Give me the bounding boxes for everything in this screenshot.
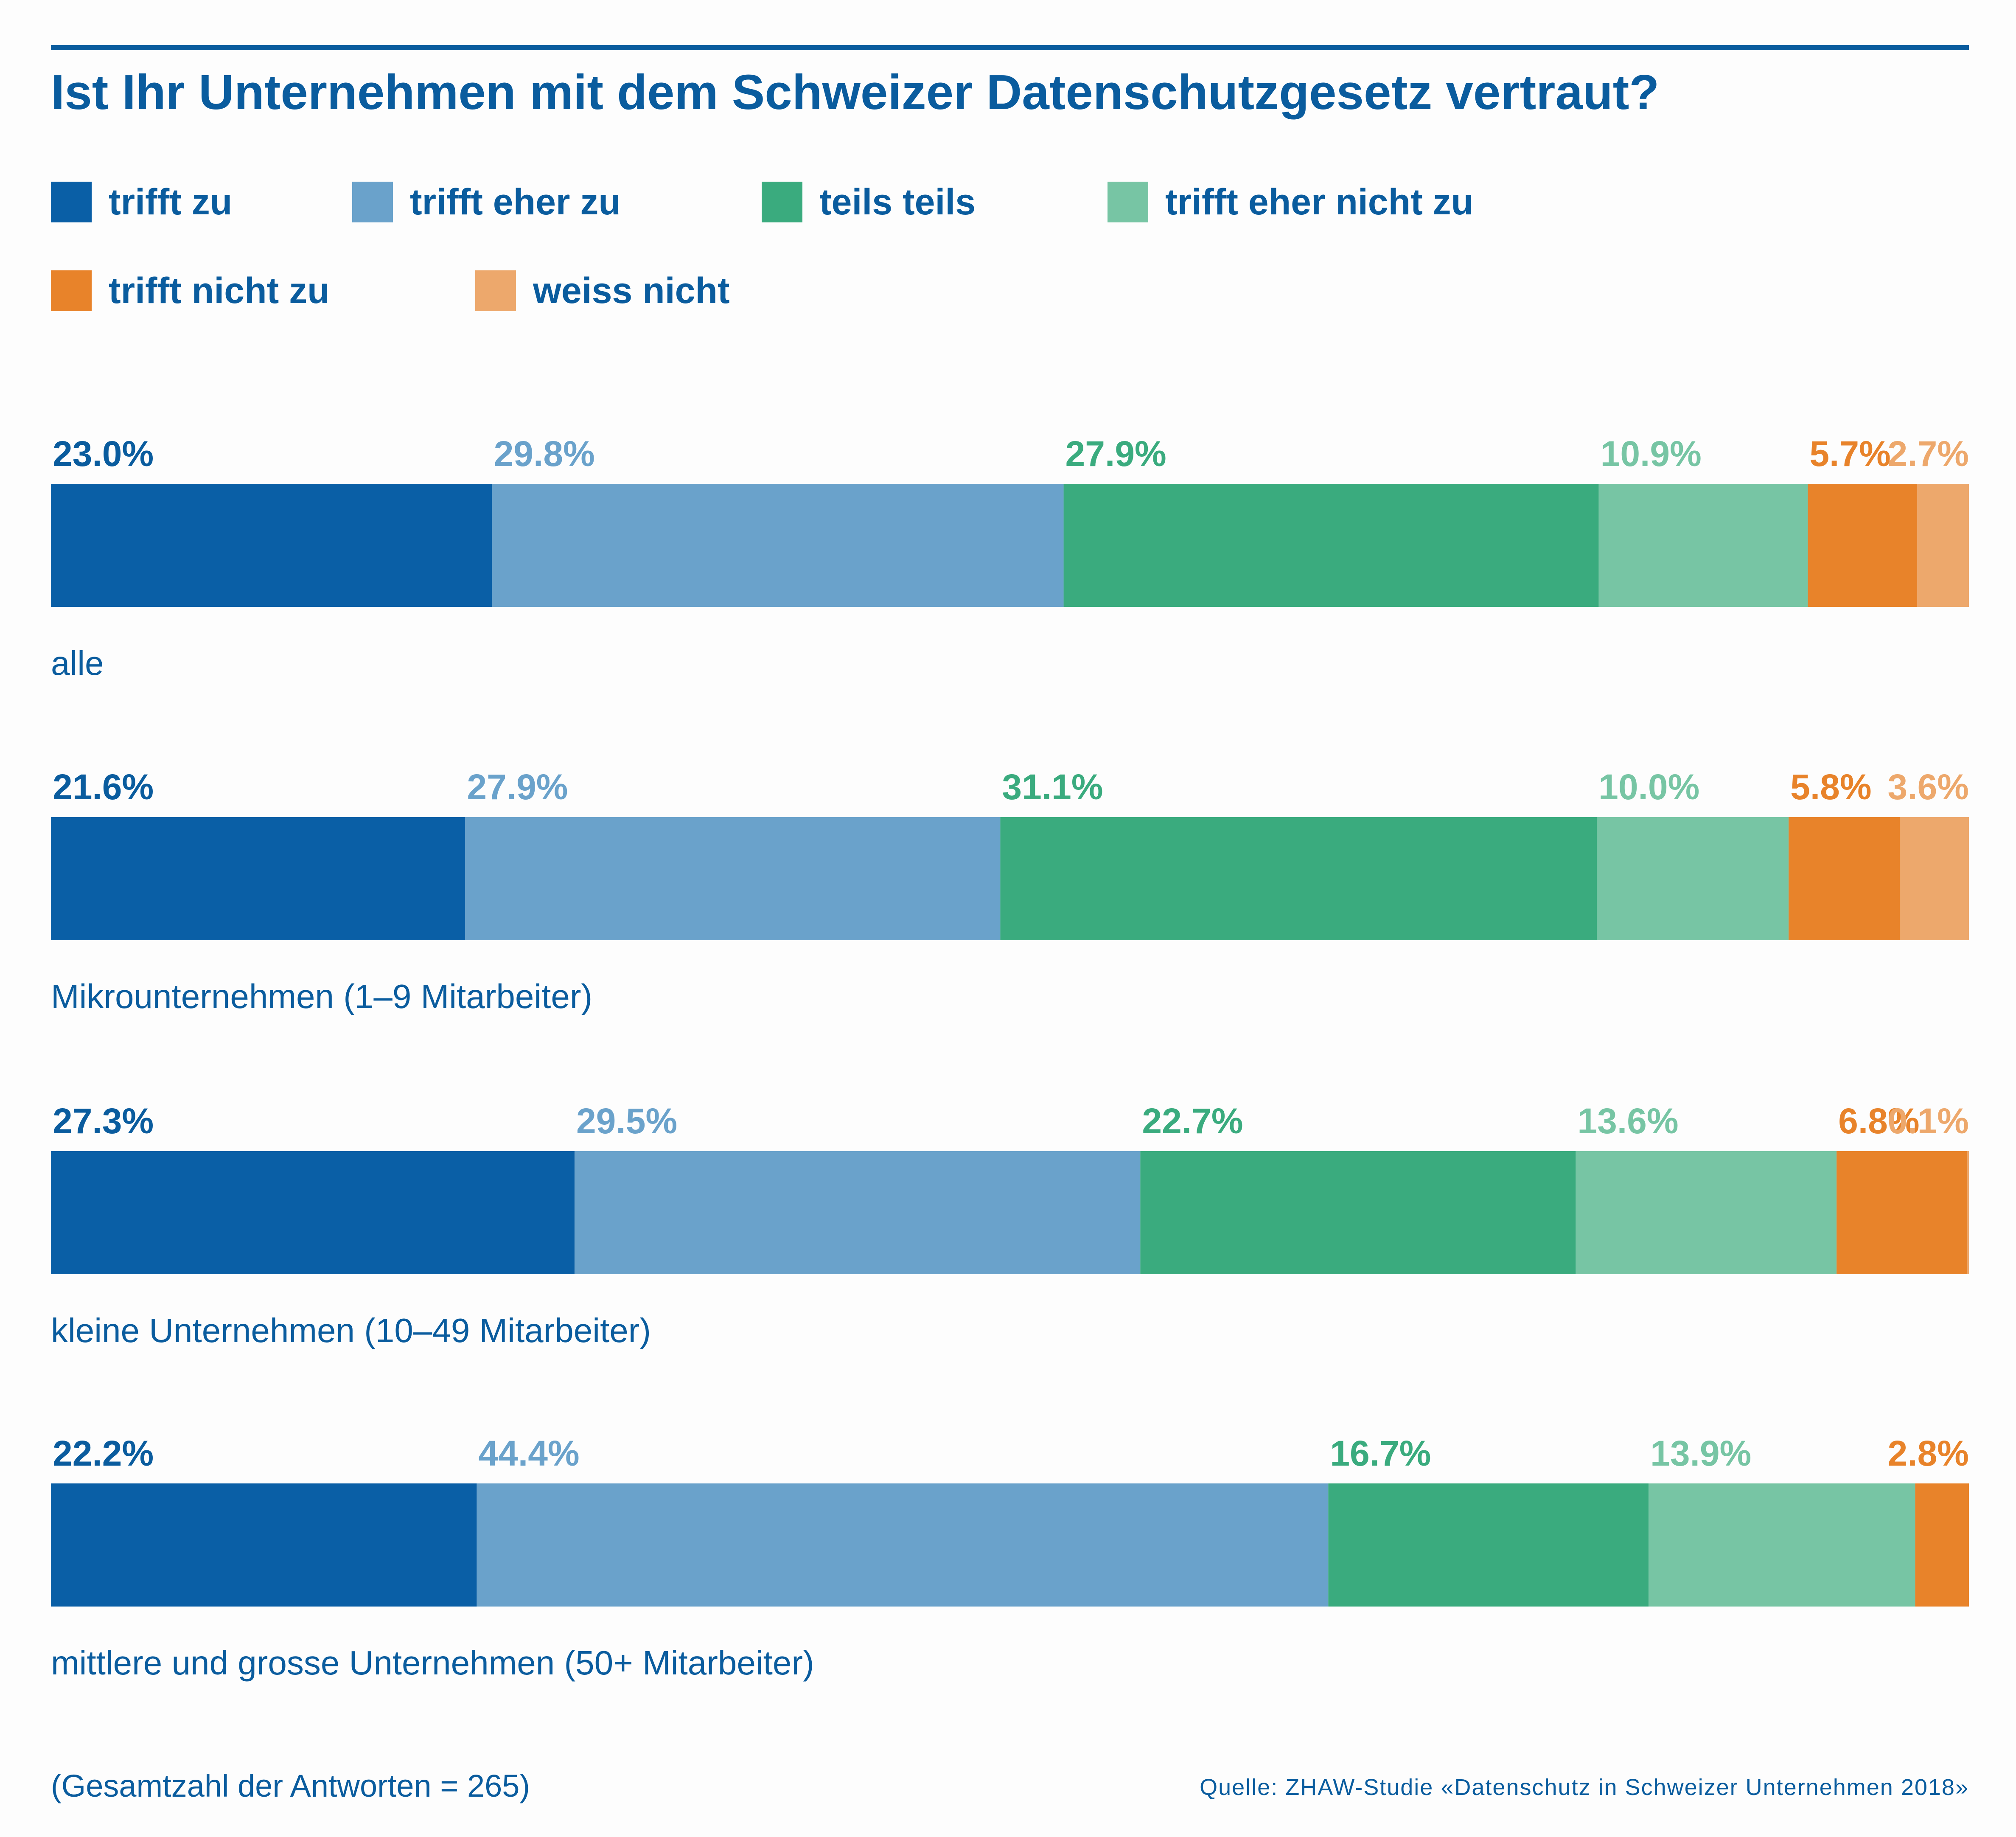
data-label-trifft-eher-nicht-zu-1: 10.0% xyxy=(1598,767,1699,807)
data-label-trifft-zu-0: 23.0% xyxy=(53,434,154,474)
bar-segment-trifft-zu-3 xyxy=(51,1483,477,1607)
data-label-trifft-zu-3: 22.2% xyxy=(53,1433,154,1473)
legend-swatch xyxy=(51,270,92,311)
bar-segment-trifft-eher-zu-3 xyxy=(477,1483,1329,1607)
data-label-teils-teils-0: 27.9% xyxy=(1065,434,1166,474)
bar-segment-trifft-eher-nicht-zu-3 xyxy=(1649,1483,1915,1607)
legend-label: trifft eher nicht zu xyxy=(1165,181,1474,222)
bar-segment-trifft-zu-0 xyxy=(51,484,492,607)
legend-label: trifft eher zu xyxy=(410,181,621,222)
source-note: Quelle: ZHAW-Studie «Datenschutz in Schw… xyxy=(1200,1775,1969,1800)
data-label-trifft-nicht-zu-0: 5.7% xyxy=(1809,434,1890,474)
data-label-teils-teils-2: 22.7% xyxy=(1142,1101,1243,1141)
bar-segment-teils-teils-1 xyxy=(1000,817,1597,940)
data-label-weiss-nicht-1: 3.6% xyxy=(1888,767,1969,807)
data-label-trifft-eher-nicht-zu-2: 13.6% xyxy=(1577,1101,1678,1141)
bar-segment-trifft-nicht-zu-3 xyxy=(1915,1483,1969,1607)
category-label-2: kleine Unternehmen (10–49 Mitarbeiter) xyxy=(51,1312,651,1349)
bar-segment-trifft-eher-zu-0 xyxy=(492,484,1064,607)
bar-segment-trifft-eher-nicht-zu-0 xyxy=(1598,484,1808,607)
data-label-trifft-eher-zu-3: 44.4% xyxy=(478,1433,579,1473)
bar-segment-trifft-nicht-zu-1 xyxy=(1789,817,1900,940)
bar-segment-trifft-eher-nicht-zu-1 xyxy=(1597,817,1789,940)
bar-segment-trifft-eher-zu-1 xyxy=(465,817,1001,940)
data-label-weiss-nicht-2: 0.1% xyxy=(1888,1101,1969,1141)
legend-swatch xyxy=(1108,182,1148,222)
data-label-trifft-nicht-zu-3: 2.8% xyxy=(1888,1433,1969,1473)
data-label-trifft-eher-nicht-zu-3: 13.9% xyxy=(1650,1433,1751,1473)
legend-item-weiss-nicht: weiss nicht xyxy=(475,270,730,312)
legend-label: teils teils xyxy=(819,181,976,222)
data-label-trifft-nicht-zu-1: 5.8% xyxy=(1790,767,1871,807)
data-label-trifft-eher-zu-0: 29.8% xyxy=(494,434,595,474)
legend-swatch xyxy=(475,270,516,311)
data-label-trifft-eher-zu-1: 27.9% xyxy=(467,767,568,807)
bar-segment-weiss-nicht-2 xyxy=(1967,1151,1969,1274)
bar-segment-teils-teils-2 xyxy=(1140,1151,1576,1274)
legend-label: trifft nicht zu xyxy=(109,270,330,311)
data-label-trifft-zu-1: 21.6% xyxy=(53,767,154,807)
legend-label: trifft zu xyxy=(109,181,233,222)
bar-segment-trifft-eher-nicht-zu-2 xyxy=(1576,1151,1837,1274)
chart-title: Ist Ihr Unternehmen mit dem Schweizer Da… xyxy=(51,65,1660,120)
legend-item-trifft-zu: trifft zu xyxy=(51,181,232,223)
legend-item-trifft-eher-zu: trifft eher zu xyxy=(352,181,621,223)
data-label-teils-teils-3: 16.7% xyxy=(1330,1433,1431,1473)
data-label-weiss-nicht-0: 2.7% xyxy=(1888,434,1969,474)
bar-segment-teils-teils-0 xyxy=(1063,484,1599,607)
legend-item-teils-teils: teils teils xyxy=(762,181,976,223)
legend-item-trifft-nicht-zu: trifft nicht zu xyxy=(51,270,330,312)
category-label-3: mittlere und grosse Unternehmen (50+ Mit… xyxy=(51,1644,814,1682)
legend-swatch xyxy=(762,182,802,222)
bar-segment-trifft-eher-zu-2 xyxy=(574,1151,1141,1274)
legend-label: weiss nicht xyxy=(533,270,730,311)
bar-segment-trifft-zu-1 xyxy=(51,817,465,940)
legend-item-trifft-eher-nicht-zu: trifft eher nicht zu xyxy=(1108,181,1473,223)
data-label-trifft-nicht-zu-2: 6.8% xyxy=(1838,1101,1919,1141)
legend-swatch xyxy=(51,182,92,222)
bar-segment-weiss-nicht-1 xyxy=(1900,817,1969,940)
bar-segment-trifft-nicht-zu-0 xyxy=(1808,484,1917,607)
legend-swatch xyxy=(352,182,393,222)
data-label-trifft-eher-zu-2: 29.5% xyxy=(576,1101,677,1141)
data-label-trifft-eher-nicht-zu-0: 10.9% xyxy=(1601,434,1702,474)
category-label-0: alle xyxy=(51,644,104,682)
bar-segment-trifft-zu-2 xyxy=(51,1151,575,1274)
bar-segment-trifft-nicht-zu-2 xyxy=(1837,1151,1967,1274)
bar-segment-weiss-nicht-0 xyxy=(1917,484,1969,607)
data-label-trifft-zu-2: 27.3% xyxy=(53,1101,154,1141)
top-rule xyxy=(51,45,1969,50)
category-label-1: Mikrounternehmen (1–9 Mitarbeiter) xyxy=(51,977,592,1015)
data-label-teils-teils-1: 31.1% xyxy=(1002,767,1103,807)
bar-segment-teils-teils-3 xyxy=(1328,1483,1649,1607)
response-count-note: (Gesamtzahl der Antworten = 265) xyxy=(51,1768,530,1803)
